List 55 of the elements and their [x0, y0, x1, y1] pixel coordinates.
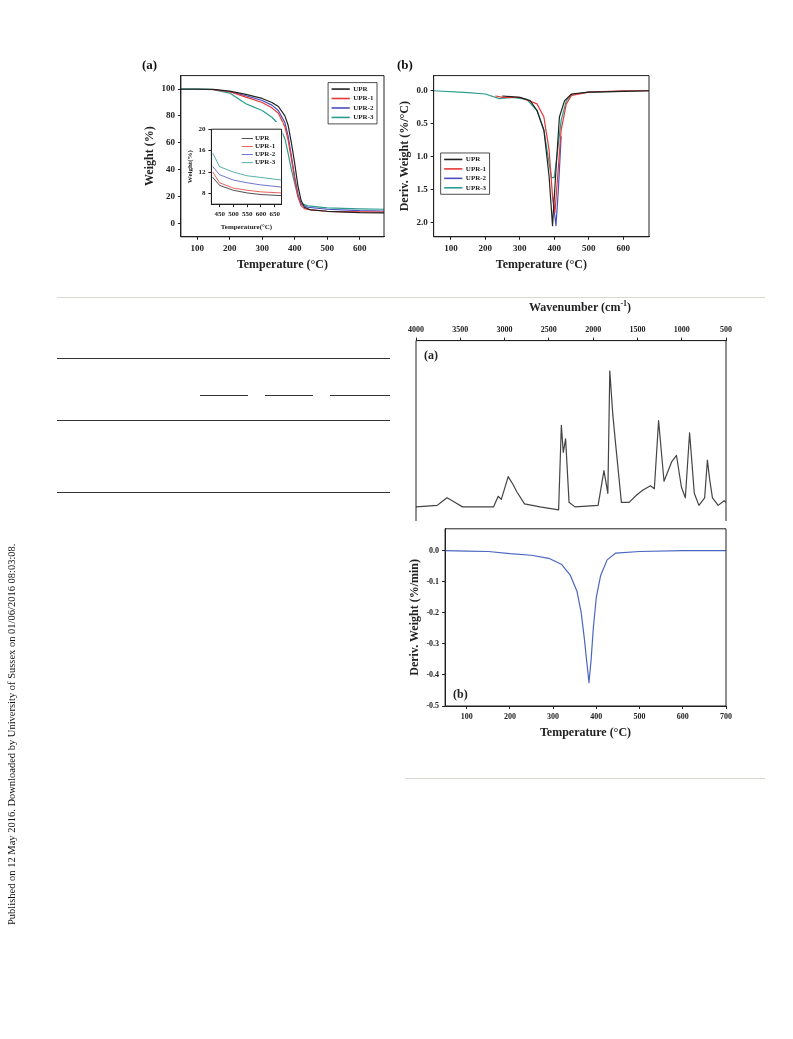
x-tick-label: 100	[444, 242, 459, 253]
y-tick-label: 80	[165, 110, 176, 121]
y-tick-label: -0.2	[426, 607, 440, 617]
x-tick-label: 700	[720, 711, 732, 721]
y-axis-title: Weight (%)	[142, 126, 157, 187]
x-tick-label: 100	[460, 711, 473, 721]
y-tick-label: -0.4	[426, 669, 440, 679]
x-tick-label: 4000	[408, 324, 424, 334]
y-tick-label: 0.5	[416, 117, 429, 128]
text: (a)	[424, 347, 438, 362]
y-tick-label: 0.0	[429, 545, 440, 555]
x-tick-label: 600	[616, 242, 631, 253]
y-tick-label: 60	[165, 137, 176, 148]
x-axis-title: Wavenumber (cm$^{-1}$)	[527, 298, 633, 316]
x-tick-label: 400	[590, 711, 603, 721]
x-tick-label: 1000	[673, 324, 690, 334]
y-tick-label: 100	[161, 83, 176, 94]
x-tick-label: 500	[320, 242, 335, 253]
x-tick-label: 600	[352, 242, 367, 253]
x-tick-label: 3000	[496, 324, 513, 334]
x-tick-label: 2500	[540, 324, 557, 334]
y-tick-label: 2.0	[416, 216, 429, 227]
x-axis-title: Temperature (°C)	[539, 724, 632, 739]
x-tick-label: 400	[547, 242, 562, 253]
x-tick-label: 300	[255, 242, 270, 253]
chart-title: (b)	[397, 57, 413, 73]
y-tick-label: 20	[165, 190, 176, 201]
text: Published on 12 May 2016. Downloaded by University of Sussex on 01/06/2016 08:03:08.	[6, 543, 17, 925]
x-tick-label: 300	[547, 711, 560, 721]
y-tick-label: -0.1	[426, 576, 440, 586]
y-tick-label: 0	[170, 217, 176, 228]
x-tick-label: 3500	[452, 324, 469, 334]
y-axis-title: Deriv. Weight (%/min)	[407, 559, 422, 676]
y-tick-label: 0.0	[416, 85, 429, 96]
x-tick-label: 500	[633, 711, 646, 721]
x-tick-label: 200	[503, 711, 516, 721]
x-tick-label: 600	[676, 711, 689, 721]
x-tick-label: 1500	[629, 324, 646, 334]
chart-title: (a)	[142, 57, 158, 73]
x-tick-label: 2000	[585, 324, 602, 334]
x-tick-label: 400	[287, 242, 302, 253]
x-tick-label: 300	[513, 242, 528, 253]
y-tick-label: -0.3	[426, 638, 440, 648]
annotation: (b)	[453, 687, 468, 701]
y-tick-label: 40	[165, 163, 176, 174]
x-axis-title: Temperature (°C)	[495, 256, 587, 271]
y-tick-label: -0.5	[426, 701, 440, 711]
y-axis-title: Deriv. Weight (%/°C)	[397, 101, 412, 212]
x-tick-label: 200	[222, 242, 237, 253]
y-tick-label: 1.5	[416, 183, 429, 194]
x-tick-label: 200	[478, 242, 493, 253]
x-axis-title: Temperature (°C)	[236, 256, 329, 271]
x-tick-label: 500	[720, 324, 732, 334]
x-tick-label: 500	[581, 242, 596, 253]
y-tick-label: 1.0	[416, 150, 429, 161]
